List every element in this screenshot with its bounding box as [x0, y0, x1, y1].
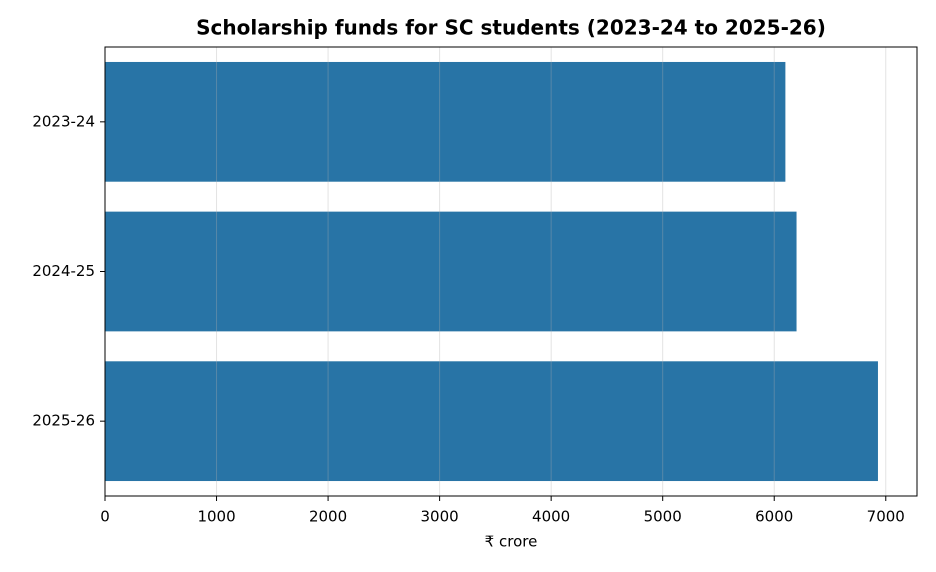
bar	[105, 61, 786, 182]
x-tick-label: 1000	[197, 508, 235, 526]
bar	[105, 211, 797, 332]
y-tick-label: 2023-24	[32, 112, 95, 130]
x-tick-label: 4000	[532, 508, 570, 526]
y-tick-label: 2024-25	[32, 262, 95, 280]
x-tick-label: 6000	[755, 508, 793, 526]
plot-frame	[104, 46, 918, 497]
x-tick-label: 3000	[421, 508, 459, 526]
y-tick-label: 2025-26	[32, 412, 95, 430]
x-tick-label: 0	[100, 508, 110, 526]
x-tick-label: 2000	[309, 508, 347, 526]
x-tick-label: 7000	[867, 508, 905, 526]
chart-title: Scholarship funds for SC students (2023-…	[196, 16, 826, 40]
bar	[105, 361, 878, 482]
x-tick-label: 5000	[644, 508, 682, 526]
x-axis-label: ₹ crore	[485, 533, 538, 551]
